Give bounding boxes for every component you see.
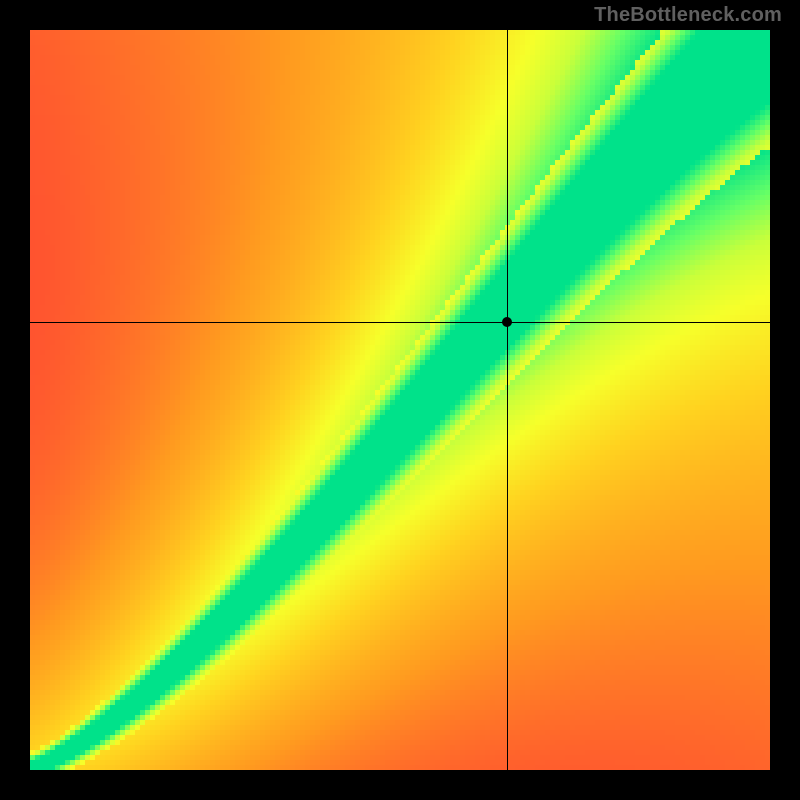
crosshair-vertical — [507, 30, 508, 770]
crosshair-horizontal — [30, 322, 770, 323]
selection-marker — [502, 317, 512, 327]
heatmap-canvas — [30, 30, 770, 770]
watermark-text: TheBottleneck.com — [594, 4, 782, 27]
plot-area — [30, 30, 770, 770]
